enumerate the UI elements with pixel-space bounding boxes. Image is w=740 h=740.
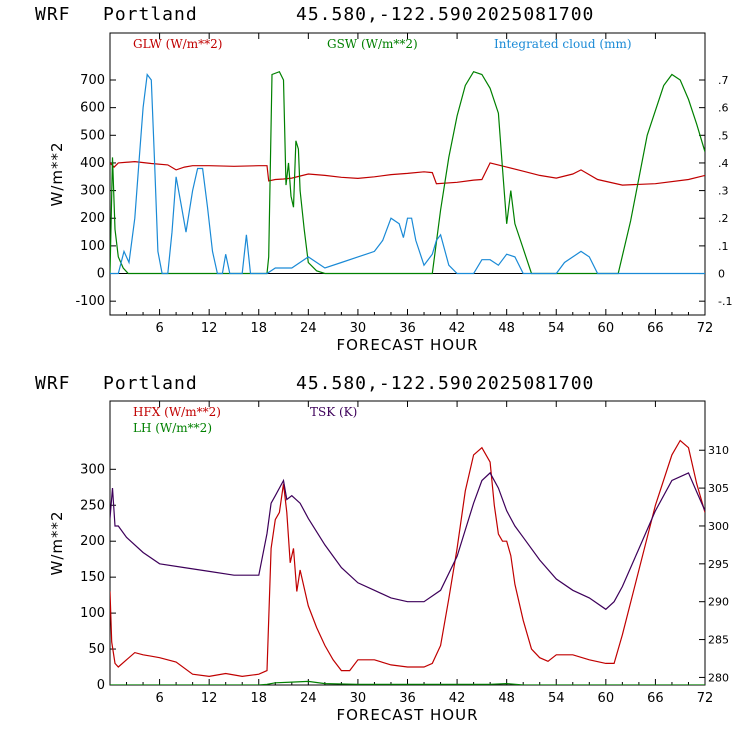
right-tick-label: .5: [718, 129, 729, 142]
x-tick-label: 42: [449, 691, 466, 706]
y-axis-label: W/m**2: [48, 510, 66, 575]
y-tick-label: 100: [80, 239, 105, 254]
x-tick-label: 30: [350, 691, 367, 706]
x-tick-label: 18: [250, 321, 267, 336]
x-tick-label: 54: [548, 691, 565, 706]
x-tick-label: 48: [498, 691, 515, 706]
y-axis-label: W/m**2: [48, 141, 66, 206]
x-axis-label: FORECAST HOUR: [336, 336, 478, 354]
right-tick-label: .1: [718, 240, 729, 253]
right-tick-label: 290: [708, 596, 729, 609]
x-tick-label: 12: [201, 321, 218, 336]
y-tick-label: 500: [80, 128, 105, 143]
x-tick-label: 42: [449, 321, 466, 336]
radiation-cloud-panel: WRF Portland 45.580,-122.590 2025081700 6 12 1…: [35, 4, 732, 354]
series-line-lh: [110, 680, 705, 685]
legend-hfx: HFX (W/m**2): [133, 405, 221, 419]
legend-tsk: TSK (K): [310, 405, 357, 419]
series-line-gsw: [110, 70, 705, 275]
right-tick-label: 285: [708, 634, 729, 647]
series-line-tsk: [110, 471, 705, 611]
header-location: Portland: [103, 4, 198, 25]
y-tick-label: 150: [80, 570, 105, 585]
x-tick-label: 30: [350, 321, 367, 336]
y-tick-label: 400: [80, 156, 105, 171]
x-tick-label: 54: [548, 321, 565, 336]
y-tick-label: 200: [80, 211, 105, 226]
plot-frame: [109, 400, 706, 686]
header-run-time: 2025081700: [476, 4, 594, 25]
y-tick-label: 300: [80, 184, 105, 199]
right-tick-label: .7: [718, 74, 729, 87]
y-tick-label: 250: [80, 498, 105, 513]
header-location: Portland: [103, 373, 198, 394]
right-tick-label: -.1: [718, 295, 732, 308]
x-tick-label: 24: [300, 691, 317, 706]
header-model: WRF: [35, 4, 71, 25]
header-coords: 45.580,-122.590: [296, 4, 474, 25]
right-tick-label: .6: [718, 102, 729, 115]
x-tick-label: 72: [697, 691, 714, 706]
x-tick-label: 6: [155, 321, 163, 336]
x-tick-label: 36: [399, 321, 416, 336]
series-line-hfx: [110, 439, 705, 678]
right-tick-label: 0: [718, 268, 725, 281]
right-tick-label: .4: [718, 157, 729, 170]
y-tick-label: 600: [80, 101, 105, 116]
x-tick-label: 72: [697, 321, 714, 336]
y-tick-label: 0: [97, 267, 105, 282]
right-tick-label: 305: [708, 482, 729, 495]
x-tick-label: 60: [598, 691, 615, 706]
y-tick-label: 700: [80, 73, 105, 88]
series-line-glw: [110, 160, 705, 186]
header-run-time: 2025081700: [476, 373, 594, 394]
legend-integrated: Integrated cloud (mm): [494, 37, 632, 51]
y-tick-label: 50: [88, 642, 105, 657]
header-model: WRF: [35, 373, 71, 394]
x-tick-label: 24: [300, 321, 317, 336]
heat-flux-skin-temp-panel: WRF Portland 45.580,-122.590 2025081700 6 12 1…: [35, 373, 729, 724]
y-tick-label: 100: [80, 606, 105, 621]
x-tick-label: 66: [647, 321, 664, 336]
right-tick-label: 300: [708, 520, 729, 533]
x-tick-label: 66: [647, 691, 664, 706]
right-tick-label: 295: [708, 558, 729, 571]
x-axis-label: FORECAST HOUR: [336, 706, 478, 724]
right-tick-label: 310: [708, 444, 729, 457]
y-tick-label: 300: [80, 462, 105, 477]
x-tick-label: 18: [250, 691, 267, 706]
x-tick-label: 36: [399, 691, 416, 706]
right-tick-label: 280: [708, 671, 729, 684]
legend-glw: GLW (W/m**2): [133, 37, 222, 51]
x-tick-label: 60: [598, 321, 615, 336]
x-tick-label: 12: [201, 691, 218, 706]
series-line-integrated: [110, 72, 705, 275]
legend-lh: LH (W/m**2): [133, 421, 212, 435]
y-tick-label: 0: [97, 678, 105, 693]
y-tick-label: 200: [80, 534, 105, 549]
x-tick-label: 6: [155, 691, 163, 706]
right-tick-label: .3: [718, 185, 729, 198]
x-tick-label: 48: [498, 321, 515, 336]
y-tick-label: -100: [75, 294, 105, 309]
legend-gsw: GSW (W/m**2): [327, 37, 418, 51]
right-tick-label: .2: [718, 212, 729, 225]
header-coords: 45.580,-122.590: [296, 373, 474, 394]
